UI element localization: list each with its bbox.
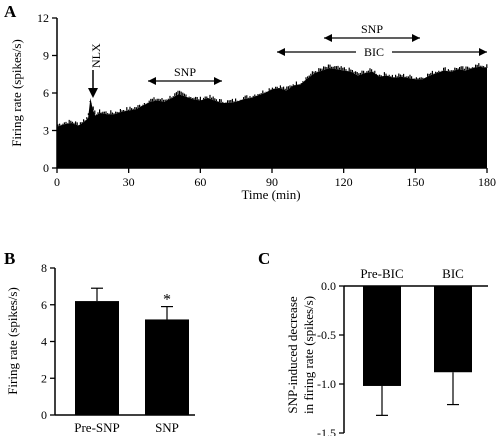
panel-b-label: B <box>4 249 15 268</box>
panel-a-x-tick-label: 90 <box>266 175 278 189</box>
panel-a-chart: 0 3 6 9 12 0 30 60 90 120 150 180 Time (min) Firin… <box>9 11 496 202</box>
panel-a-x-tick-label: 60 <box>194 175 206 189</box>
firing-rate-area <box>57 66 487 168</box>
nlx-annotation: NLX <box>88 43 103 98</box>
panel-a-x-tick-label: 180 <box>478 175 496 189</box>
panel-b-y-tick-label: 0 <box>41 408 47 422</box>
panel-c-bar-bic <box>434 286 472 373</box>
panel-a-y-tick-label: 12 <box>37 11 49 25</box>
panel-b-category-label: Pre-SNP <box>74 420 120 435</box>
panel-a-x-tick-label: 120 <box>335 175 353 189</box>
panel-a-x-tick-label: 30 <box>123 175 135 189</box>
panel-a-x-tick-label: 150 <box>406 175 424 189</box>
firing-rate-noise <box>57 63 488 127</box>
panel-c-category-label: BIC <box>442 266 464 281</box>
panel-b-y-tick-label: 2 <box>41 371 47 385</box>
panel-c-category-label: Pre-BIC <box>360 266 403 281</box>
panel-b-significance-marker: * <box>163 292 171 309</box>
panel-b-bar-snp <box>145 319 189 415</box>
panel-c-label: C <box>258 249 270 268</box>
panel-b-y-tick-label: 8 <box>41 261 47 275</box>
panel-b-bar-pre-snp <box>75 301 119 415</box>
panel-a-y-axis-label: Firing rate (spikes/s) <box>9 39 24 147</box>
panel-a-x-axis-label: Time (min) <box>241 187 300 202</box>
panel-c-y-tick-label: -1.5 <box>317 426 336 436</box>
panel-c-bar-pre-bic <box>363 286 401 386</box>
snp-span-2-label: SNP <box>361 22 383 36</box>
panel-b-y-tick-label: 4 <box>41 335 47 349</box>
panel-c-y-tick-label: -1.0 <box>317 377 336 391</box>
panel-a-y-tick-label: 6 <box>43 86 49 100</box>
panel-a-x-tick-label: 0 <box>54 175 60 189</box>
panel-b-chart: Pre-SNP SNP * 0 2 4 6 8 Firing rate (spikes/s) <box>5 261 195 435</box>
panel-c-y-axis-label-line-2: in firing rate (spikes/s) <box>301 296 316 414</box>
panel-a-y-tick-label: 3 <box>43 124 49 138</box>
panel-a-label: A <box>4 2 17 21</box>
panel-b-y-tick-label: 6 <box>41 298 47 312</box>
panel-c-y-axis-label-line-1: SNP-induced decrease <box>285 296 300 414</box>
panel-a-y-tick-label: 0 <box>43 161 49 175</box>
snp-span-1: SNP <box>148 65 222 85</box>
panel-b-y-axis-label: Firing rate (spikes/s) <box>5 287 20 395</box>
panel-a-y-tick-label: 9 <box>43 49 49 63</box>
panel-a-firing-trace <box>57 63 488 168</box>
snp-span-2: SNP <box>324 22 420 42</box>
panel-c-chart: 0.0 -0.5 -1.0 -1.5 Pre-BIC BIC SNP-induced d… <box>285 266 488 436</box>
nlx-label: NLX <box>89 43 103 68</box>
snp-span-1-label: SNP <box>174 65 196 79</box>
bic-span: BIC <box>277 43 487 60</box>
panel-c-y-tick-label: 0.0 <box>321 279 336 293</box>
panel-b-category-label: SNP <box>155 420 179 435</box>
bic-span-label: BIC <box>364 45 384 59</box>
panel-c-y-tick-label: -0.5 <box>317 328 336 342</box>
